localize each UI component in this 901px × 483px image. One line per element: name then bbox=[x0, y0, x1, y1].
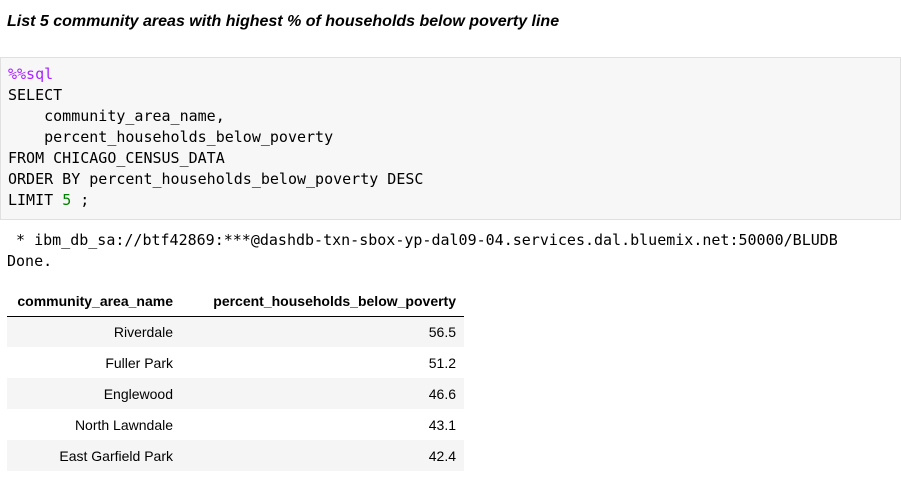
cell-community-area-name: Fuller Park bbox=[105, 354, 173, 371]
column-header-percent-households-below-poverty: percent_households_below_poverty bbox=[181, 287, 464, 317]
markdown-heading: List 5 community areas with highest % of… bbox=[7, 13, 560, 30]
cell-percent-below-poverty: 51.2 bbox=[428, 354, 456, 371]
table-row: East Garfield Park 42.4 bbox=[7, 440, 464, 471]
code-line-limit: LIMIT 5 ; bbox=[8, 190, 89, 211]
code-line-order-by: ORDER BY percent_households_below_povert… bbox=[8, 170, 424, 188]
cell-community-area-name: East Garfield Park bbox=[7, 440, 181, 471]
sql-magic-keyword: %%sql bbox=[8, 65, 54, 83]
table-row: Englewood 46.6 bbox=[7, 378, 464, 409]
table-row: Riverdale 56.5 bbox=[7, 316, 464, 347]
result-table: community_area_name percent_households_b… bbox=[7, 287, 464, 471]
output-connection-string: * ibm_db_sa://btf42869:***@dashdb-txn-sb… bbox=[7, 231, 838, 249]
cell-community-area-name: Englewood bbox=[7, 378, 181, 409]
code-cell[interactable]: %%sql SELECT community_area_name, percen… bbox=[0, 57, 901, 220]
cell-percent-below-poverty: 56.5 bbox=[181, 316, 464, 347]
table-header-row: community_area_name percent_households_b… bbox=[7, 287, 464, 317]
limit-terminator: ; bbox=[71, 191, 90, 209]
table-row: North Lawndale 43.1 bbox=[7, 409, 464, 440]
table-row: Fuller Park 51.2 bbox=[7, 347, 464, 378]
limit-keyword: LIMIT bbox=[8, 191, 63, 209]
code-line-column-2: percent_households_below_poverty bbox=[8, 128, 334, 146]
limit-value: 5 bbox=[62, 191, 72, 209]
cell-community-area-name: North Lawndale bbox=[74, 416, 173, 433]
cell-percent-below-poverty: 43.1 bbox=[428, 416, 456, 433]
code-line-from: FROM CHICAGO_CENSUS_DATA bbox=[8, 149, 225, 167]
code-line-select: SELECT bbox=[8, 86, 63, 104]
output-status: Done. bbox=[7, 252, 53, 270]
cell-percent-below-poverty: 42.4 bbox=[181, 440, 464, 471]
cell-percent-below-poverty: 46.6 bbox=[181, 378, 464, 409]
column-header-community-area-name: community_area_name bbox=[7, 287, 181, 317]
cell-community-area-name: Riverdale bbox=[7, 316, 181, 347]
code-line-magic: %%sql bbox=[8, 64, 53, 85]
code-line-column-1: community_area_name, bbox=[8, 107, 225, 125]
